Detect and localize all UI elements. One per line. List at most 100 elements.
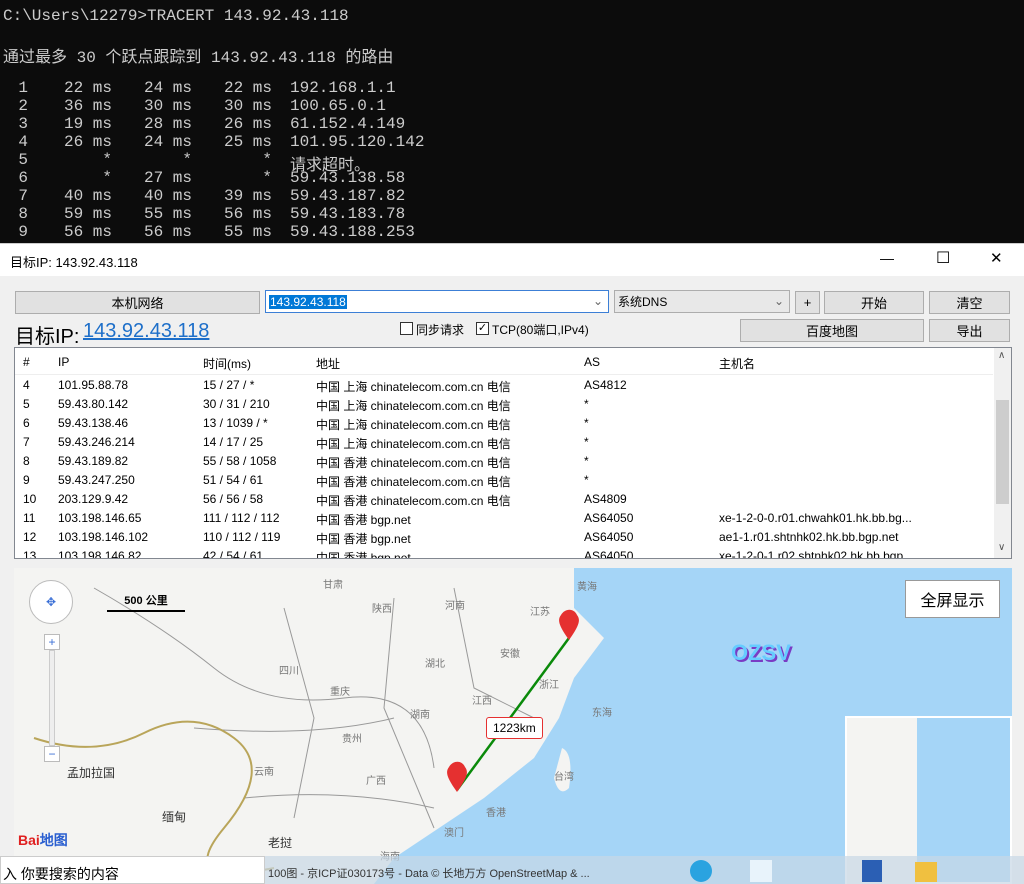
map-label-laos: 老挝 [268,836,293,850]
hop-time: 26 ms [223,115,272,133]
zoom-out-button[interactable]: − [44,746,60,762]
hop-address: 59.43.183.78 [290,205,406,223]
terminal-window: C:\Users\12279>TRACERT 143.92.43.118 通过最… [0,0,1024,243]
telegram-icon[interactable] [690,860,712,882]
table-cell: 103.198.146.65 [58,511,142,525]
map-label-donghai: 东海 [592,708,612,719]
table-cell: 中国 香港 chinatelecom.com.cn 电信 [316,456,511,470]
folder-icon[interactable] [915,862,937,882]
close-button[interactable]: ✕ [990,250,1003,267]
hop-number: 6 [18,169,28,187]
add-button[interactable]: + [795,291,820,314]
column-header[interactable]: 主机名 [719,357,756,371]
table-row[interactable]: 4 101.95.88.78 15 / 27 / * 中国 上海 chinatelec… [15,375,993,394]
scrollbar[interactable]: ∧ ∨ [994,348,1011,558]
table-cell: 30 / 31 / 210 [203,397,270,411]
zoom-in-button[interactable]: + [44,634,60,650]
sync-checkbox[interactable] [400,322,413,335]
column-header[interactable]: IP [58,355,70,369]
map-label-yunnan: 云南 [254,767,274,778]
table-cell: 103.198.146.82 [58,549,142,559]
table-row[interactable]: 10 203.129.9.42 56 / 56 / 58 中国 香港 chinatel… [15,489,993,508]
map-app-icon[interactable] [750,860,772,882]
table-cell: AS4809 [584,492,627,506]
table-row[interactable]: 13 103.198.146.82 42 / 54 / 61 中国 香港 bgp.ne… [15,546,993,559]
table-cell: 42 / 54 / 61 [203,549,264,559]
scroll-up-icon[interactable]: ∧ [998,350,1006,361]
dns-select[interactable]: 系统DNS ⌄ [614,290,790,313]
clear-button[interactable]: 清空 [929,291,1010,314]
pan-control[interactable]: ✥ [29,580,73,624]
table-cell: AS4812 [584,378,627,392]
title-bar: 目标IP: 143.92.43.118 — ☐ ✕ [0,244,1024,276]
map-label-zhejiang: 浙江 [539,680,559,691]
table-cell: * [584,473,589,487]
tracert-app-window: 目标IP: 143.92.43.118 — ☐ ✕ 本机网络 143.92.43… [0,243,1024,884]
word-icon[interactable] [862,860,882,882]
table-row[interactable]: 6 59.43.138.46 13 / 1039 / * 中国 上海 chinatel… [15,413,993,432]
tcp-checkbox[interactable]: ✓ [476,322,489,335]
hop-address: 59.43.188.253 [290,223,415,241]
local-network-button[interactable]: 本机网络 [15,291,260,314]
table-cell: 中国 香港 chinatelecom.com.cn 电信 [316,475,511,489]
scrollbar-thumb[interactable] [996,400,1009,504]
hops-table: # IP 时间(ms) 地址 AS 主机名 4 101.95.88.78 15 / 27 / … [14,347,1012,559]
map-label-taiwan: 台湾 [554,772,574,783]
target-ip-link[interactable]: 143.92.43.118 [83,320,210,342]
map-label-hunan: 湖南 [410,710,430,721]
map-label-hubei: 湖北 [425,659,445,670]
hop-address: 101.95.120.142 [290,133,425,151]
column-header[interactable]: 时间(ms) [203,357,251,371]
chevron-down-icon[interactable]: ⌄ [773,294,784,308]
hop-time: 36 ms [63,97,112,115]
hop-time: * [262,151,272,169]
fullscreen-button[interactable]: 全屏显示 [905,580,1000,618]
taiwan-island [554,748,571,792]
column-header[interactable]: AS [584,355,601,369]
hop-address: 59.43.138.58 [290,169,406,187]
table-row[interactable]: 9 59.43.247.250 51 / 54 / 61 中国 香港 chinatel… [15,470,993,489]
maximize-button[interactable]: ☐ [936,250,951,267]
table-row[interactable]: 7 59.43.246.214 14 / 17 / 25 中国 上海 chinatel… [15,432,993,451]
map-label-hongkong: 香港 [486,808,506,819]
taskbar-search[interactable]: 入 你要搜索的内容 [0,856,265,884]
table-cell: 中国 上海 chinatelecom.com.cn 电信 [316,437,511,451]
hop-number: 9 [18,223,28,241]
table-cell: 110 / 112 / 119 [203,530,281,544]
table-cell: 14 / 17 / 25 [203,435,264,449]
column-header[interactable]: # [23,355,30,369]
column-header[interactable]: 地址 [316,357,341,371]
window-title: 目标IP: 143.92.43.118 [10,255,138,270]
table-row[interactable]: 5 59.43.80.142 30 / 31 / 210 中国 上海 chinatel… [15,394,993,413]
zoom-slider[interactable] [49,650,55,746]
table-cell: 8 [23,454,30,468]
hop-time: 26 ms [63,133,112,151]
hop-time: 40 ms [143,187,192,205]
baidu-map[interactable]: 甘肃 陕西 河南 江苏 黄海 四川 湖北 安徽 重庆 湖南 江西 浙江 东海 贵州 云南 广西 台湾 孟加拉国 缅甸… [14,568,1012,884]
baidu-map-button[interactable]: 百度地图 [740,319,924,342]
hop-time: 56 ms [63,223,112,241]
start-button[interactable]: 开始 [824,291,924,314]
map-label-jiangsu: 江苏 [530,607,550,618]
minimize-button[interactable]: — [880,250,894,266]
map-label-macau: 澳门 [444,828,464,839]
target-ip-value: 143.92.43.118 [269,294,347,309]
target-ip-input[interactable]: 143.92.43.118 ⌄ [265,290,609,313]
chevron-down-icon[interactable]: ⌄ [592,294,603,308]
table-row[interactable]: 8 59.43.189.82 55 / 58 / 1058 中国 香港 chinate… [15,451,993,470]
table-row[interactable]: 12 103.198.146.102 110 / 112 / 119 中国 香港 bg… [15,527,993,546]
dns-value: 系统DNS [618,295,668,309]
sync-label: 同步请求 [416,323,465,337]
hop-address: 100.65.0.1 [290,97,387,115]
hop-number: 1 [18,79,28,97]
table-cell: 7 [23,435,30,449]
baidu-logo: Bai地图 [18,832,68,848]
table-row[interactable]: 11 103.198.146.65 111 / 112 / 112 中国 香港 bgp… [15,508,993,527]
scroll-down-icon[interactable]: ∨ [998,542,1006,553]
hop-time: 25 ms [223,133,272,151]
hop-time: 22 ms [63,79,112,97]
map-label-shaanxi: 陕西 [372,604,392,615]
export-button[interactable]: 导出 [929,319,1010,342]
hop-number: 2 [18,97,28,115]
map-label-anhui: 安徽 [500,649,520,660]
